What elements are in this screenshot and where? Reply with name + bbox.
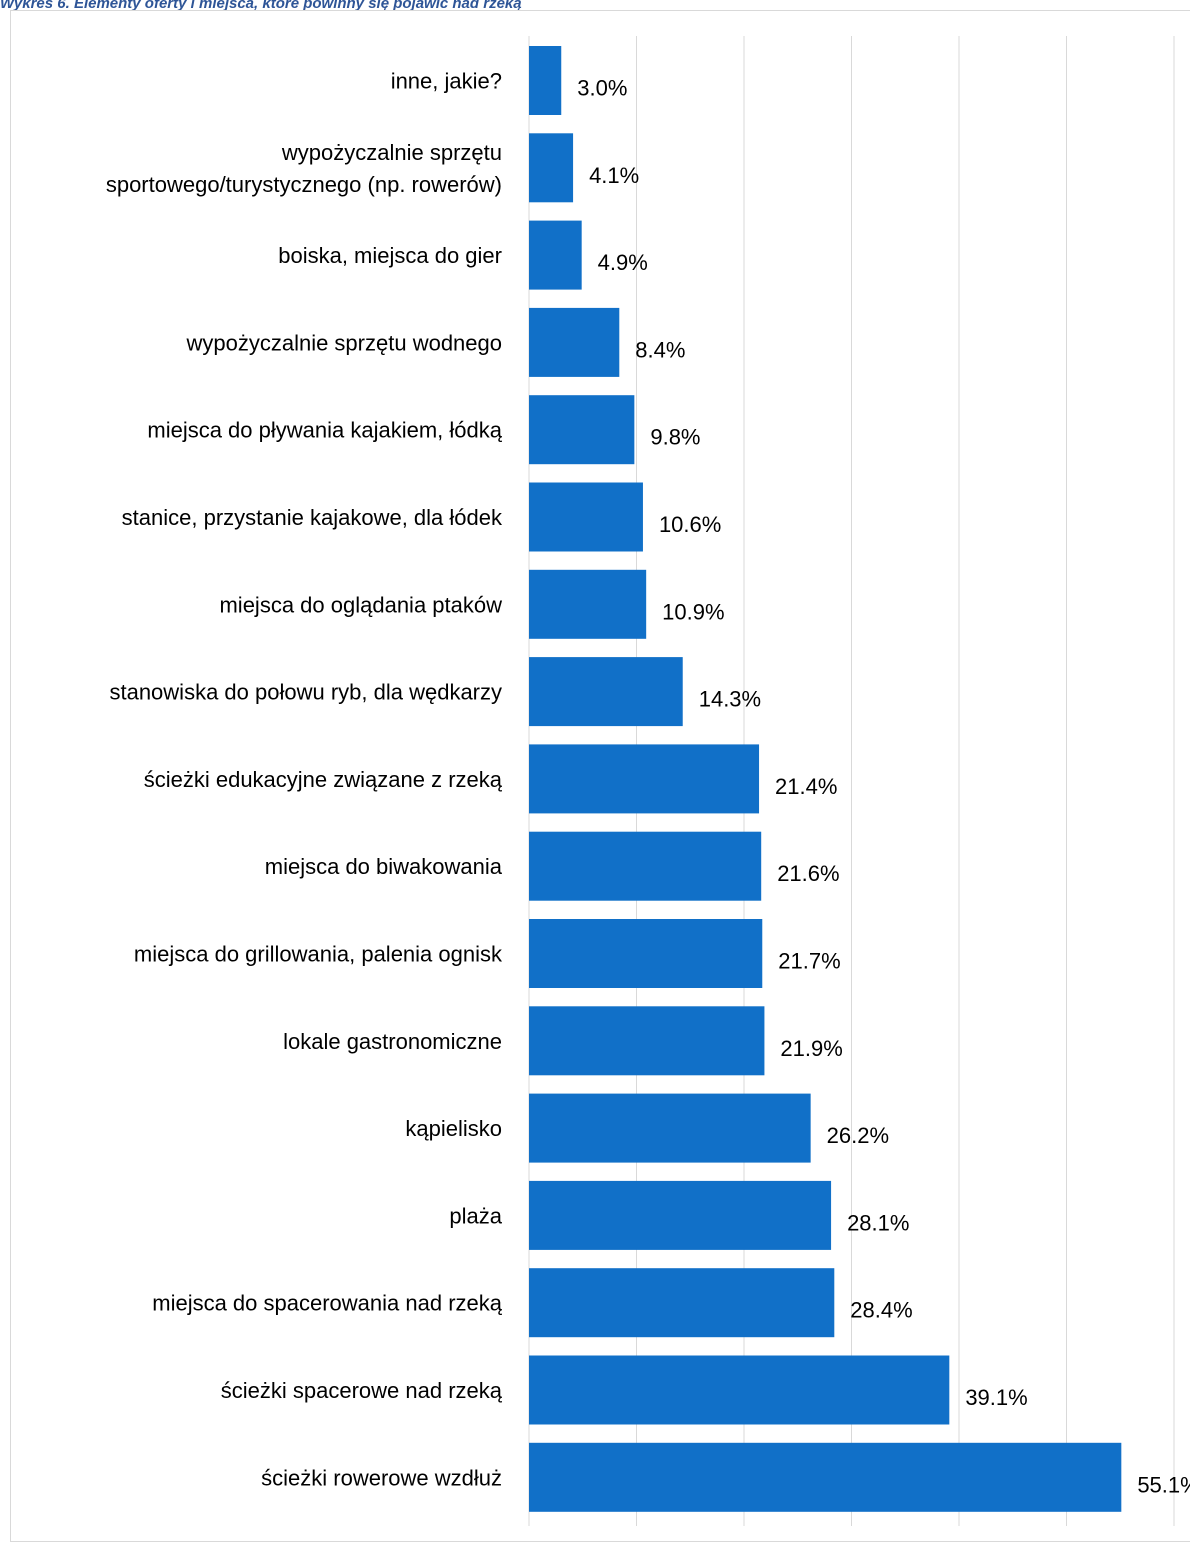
category-label: stanowiska do połowu ryb, dla wędkarzy bbox=[109, 680, 502, 705]
chart-frame bbox=[10, 10, 1190, 1542]
category-label: miejsca do oglądania ptaków bbox=[219, 592, 502, 617]
value-label: 21.6% bbox=[777, 861, 839, 886]
value-label: 21.4% bbox=[775, 774, 837, 799]
category-label: stanice, przystanie kajakowe, dla łódek bbox=[122, 505, 503, 530]
bar bbox=[529, 569, 647, 639]
value-label: 28.4% bbox=[850, 1298, 912, 1323]
bar bbox=[529, 1006, 765, 1076]
bar bbox=[529, 831, 762, 901]
value-label: 55.1% bbox=[1137, 1472, 1190, 1497]
bar bbox=[529, 744, 760, 814]
category-label: plaża bbox=[449, 1203, 502, 1228]
category-label: inne, jakie? bbox=[391, 69, 502, 94]
bar bbox=[529, 133, 574, 203]
value-label: 10.6% bbox=[659, 512, 721, 537]
bar bbox=[529, 1180, 832, 1250]
category-label: ścieżki rowerowe wzdłuż bbox=[261, 1465, 502, 1490]
bar bbox=[529, 657, 683, 727]
bar bbox=[529, 395, 635, 465]
category-label: miejsca do biwakowania bbox=[265, 854, 503, 879]
category-label: ścieżki edukacyjne związane z rzeką bbox=[144, 767, 503, 792]
bar bbox=[529, 1355, 950, 1425]
category-labels: inne, jakie? wypożyczalnie sprzętu sportow… bbox=[106, 69, 503, 1491]
category-label: wypożyczalnie sprzętu wodnego bbox=[185, 330, 502, 355]
category-label: sportowego/turystycznego (np. rowerów) bbox=[106, 172, 502, 197]
value-label: 21.9% bbox=[780, 1036, 842, 1061]
value-label: 28.1% bbox=[847, 1210, 909, 1235]
bar bbox=[529, 1268, 835, 1338]
bar bbox=[529, 1442, 1122, 1512]
category-label: lokale gastronomiczne bbox=[283, 1029, 502, 1054]
value-label: 10.9% bbox=[662, 599, 724, 624]
category-label: miejsca do pływania kajakiem, łódką bbox=[147, 418, 502, 443]
value-label: 21.7% bbox=[778, 949, 840, 974]
bar bbox=[529, 220, 582, 290]
value-label: 4.9% bbox=[598, 250, 648, 275]
bars bbox=[529, 46, 1122, 1512]
value-label: 3.0% bbox=[577, 76, 627, 101]
value-label: 26.2% bbox=[827, 1123, 889, 1148]
category-label: miejsca do spacerowania nad rzeką bbox=[152, 1291, 503, 1316]
bar bbox=[529, 482, 643, 552]
value-label: 39.1% bbox=[965, 1385, 1027, 1410]
value-label: 14.3% bbox=[699, 687, 761, 712]
category-label: boiska, miejsca do gier bbox=[278, 243, 502, 268]
category-label: kąpielisko bbox=[405, 1116, 502, 1141]
value-label: 8.4% bbox=[635, 337, 685, 362]
bar bbox=[529, 307, 620, 377]
value-label: 9.8% bbox=[650, 425, 700, 450]
bar bbox=[529, 1093, 811, 1163]
value-labels: 3.0% 4.1% 4.9% 8.4% 9.8% 10.6% 10.9% 14.3% 21.4%… bbox=[577, 76, 1190, 1498]
value-label: 4.1% bbox=[589, 163, 639, 188]
category-label: wypożyczalnie sprzętu bbox=[281, 140, 502, 165]
bar bbox=[529, 919, 763, 988]
bar bbox=[529, 46, 562, 115]
chart-caption: Wykres 6. Elementy oferty i miejsca, któ… bbox=[0, 0, 522, 12]
category-label: ścieżki spacerowe nad rzeką bbox=[221, 1378, 503, 1403]
category-label: miejsca do grillowania, palenia ognisk bbox=[134, 942, 503, 967]
